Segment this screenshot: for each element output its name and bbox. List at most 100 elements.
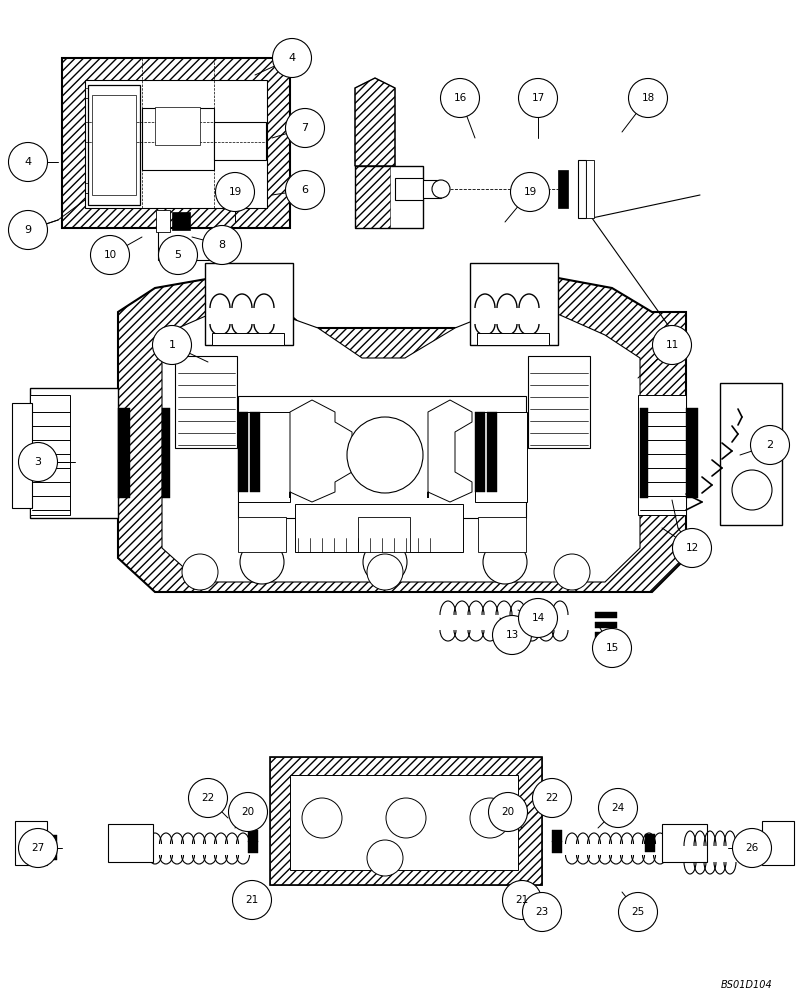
Bar: [175, 356, 237, 448]
Bar: [294, 504, 462, 552]
Bar: [354, 166, 423, 228]
Bar: [12, 403, 32, 508]
Text: 12: 12: [684, 543, 697, 553]
Bar: [594, 632, 616, 638]
Text: 14: 14: [530, 613, 544, 623]
Circle shape: [8, 142, 47, 181]
Circle shape: [532, 778, 571, 817]
Bar: [158, 228, 210, 260]
Text: BS01D104: BS01D104: [719, 980, 771, 990]
Circle shape: [592, 628, 631, 668]
Text: 23: 23: [534, 907, 548, 917]
Bar: [250, 412, 260, 492]
Polygon shape: [162, 308, 639, 582]
Bar: [474, 412, 526, 502]
Bar: [247, 841, 258, 853]
Circle shape: [521, 892, 561, 931]
Text: 24: 24: [611, 803, 624, 813]
Bar: [85, 80, 267, 208]
Circle shape: [346, 417, 423, 493]
Text: 4: 4: [24, 157, 32, 167]
Bar: [238, 412, 247, 492]
Circle shape: [598, 788, 637, 827]
Bar: [478, 517, 526, 552]
Circle shape: [492, 615, 531, 654]
Bar: [470, 263, 557, 345]
Circle shape: [732, 828, 770, 867]
Bar: [557, 170, 568, 208]
Circle shape: [228, 792, 267, 831]
Text: 19: 19: [228, 187, 242, 197]
Circle shape: [731, 470, 771, 510]
Bar: [577, 160, 586, 218]
Text: 17: 17: [530, 93, 544, 103]
Text: 19: 19: [523, 187, 536, 197]
Circle shape: [272, 38, 311, 78]
Bar: [551, 830, 561, 842]
Text: 8: 8: [218, 240, 225, 250]
Bar: [30, 395, 70, 515]
Polygon shape: [427, 400, 471, 502]
Circle shape: [215, 172, 254, 212]
Text: 3: 3: [34, 457, 41, 467]
Bar: [487, 412, 496, 492]
Bar: [751, 850, 761, 860]
Bar: [62, 58, 290, 228]
Circle shape: [19, 828, 58, 867]
Bar: [142, 108, 214, 170]
Circle shape: [518, 598, 557, 638]
Bar: [204, 263, 293, 345]
Bar: [423, 180, 440, 198]
Text: 4: 4: [288, 53, 295, 63]
Text: 13: 13: [504, 630, 518, 640]
Bar: [637, 395, 685, 515]
Circle shape: [628, 79, 667, 118]
Text: 26: 26: [744, 843, 757, 853]
Bar: [238, 396, 526, 518]
Bar: [47, 835, 57, 845]
Text: 25: 25: [631, 907, 644, 917]
Bar: [394, 178, 423, 200]
Circle shape: [483, 540, 526, 584]
Bar: [92, 95, 135, 195]
Bar: [88, 85, 139, 205]
Text: 15: 15: [605, 643, 618, 653]
Bar: [214, 122, 266, 160]
Circle shape: [672, 528, 710, 568]
Bar: [47, 850, 57, 860]
Circle shape: [202, 226, 241, 264]
Bar: [108, 824, 152, 862]
Circle shape: [510, 172, 549, 212]
Bar: [594, 612, 616, 618]
Bar: [751, 835, 761, 845]
Text: 20: 20: [241, 807, 255, 817]
Bar: [476, 333, 548, 345]
Circle shape: [367, 554, 402, 590]
Text: 5: 5: [174, 250, 182, 260]
Circle shape: [8, 211, 47, 249]
Bar: [270, 757, 541, 885]
Circle shape: [240, 540, 284, 584]
Circle shape: [385, 798, 426, 838]
Bar: [551, 841, 561, 853]
Text: 16: 16: [453, 93, 466, 103]
Text: 22: 22: [201, 793, 214, 803]
Bar: [238, 412, 290, 502]
Text: 21: 21: [515, 895, 528, 905]
Circle shape: [158, 235, 197, 274]
Circle shape: [232, 880, 271, 919]
Bar: [644, 834, 654, 852]
Circle shape: [749, 426, 788, 464]
Bar: [247, 830, 258, 842]
Text: 21: 21: [245, 895, 259, 905]
Bar: [474, 412, 484, 492]
Bar: [661, 824, 706, 862]
Bar: [118, 408, 130, 498]
Bar: [30, 388, 118, 518]
Text: 1: 1: [169, 340, 175, 350]
Circle shape: [188, 778, 227, 817]
Bar: [162, 408, 169, 498]
Circle shape: [302, 798, 341, 838]
Circle shape: [553, 554, 590, 590]
Circle shape: [488, 792, 527, 831]
